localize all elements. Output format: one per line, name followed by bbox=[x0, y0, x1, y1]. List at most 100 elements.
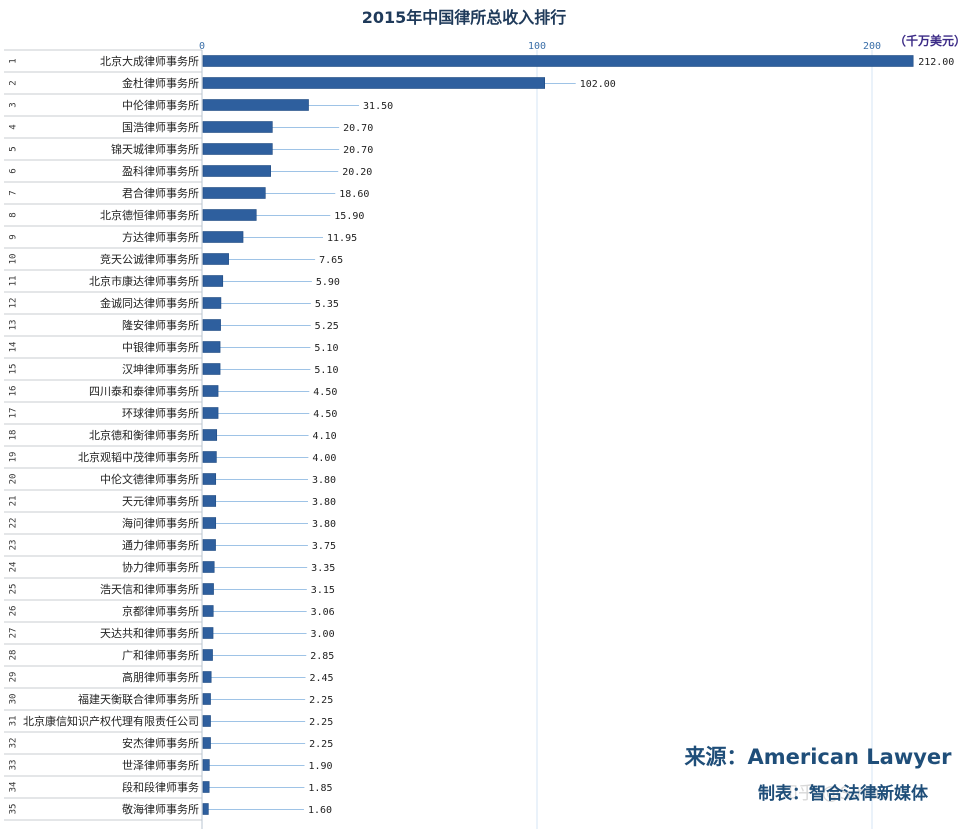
bar bbox=[202, 451, 217, 463]
bar bbox=[202, 143, 273, 155]
data-label: 20.70 bbox=[343, 123, 373, 134]
rank-label: 23 bbox=[9, 540, 19, 551]
unit-label: （千万美元） bbox=[894, 33, 966, 48]
data-label: 5.90 bbox=[316, 277, 340, 288]
rank-label: 10 bbox=[9, 254, 19, 265]
data-label: 2.45 bbox=[310, 673, 334, 684]
x-tick-label: 100 bbox=[528, 41, 546, 52]
category-label: 浩天信和律师事务所 bbox=[100, 583, 199, 596]
bar bbox=[202, 539, 216, 551]
category-label: 中伦律师事务所 bbox=[122, 98, 199, 112]
rank-label: 8 bbox=[9, 212, 19, 217]
rank-label: 7 bbox=[9, 190, 19, 195]
bar bbox=[202, 605, 214, 617]
category-label: 高朋律师事务所 bbox=[122, 670, 199, 684]
gridlines bbox=[4, 49, 873, 829]
category-label: 君合律师事务所 bbox=[122, 186, 199, 200]
bar bbox=[202, 231, 244, 243]
category-label: 京都律师事务所 bbox=[122, 604, 199, 618]
bar bbox=[202, 737, 211, 749]
rank-label: 21 bbox=[9, 496, 19, 507]
bar bbox=[202, 341, 221, 353]
category-label: 金诚同达律师事务所 bbox=[100, 296, 199, 310]
rank-label: 27 bbox=[9, 628, 19, 639]
rank-label: 17 bbox=[9, 408, 19, 419]
data-label: 3.80 bbox=[312, 497, 336, 508]
bar bbox=[202, 319, 221, 331]
bar bbox=[202, 495, 217, 507]
category-label: 中伦文德律师事务所 bbox=[100, 472, 199, 486]
data-label: 3.75 bbox=[312, 541, 336, 552]
rank-label: 19 bbox=[9, 452, 19, 463]
rank-label: 29 bbox=[9, 672, 19, 683]
rank-label: 3 bbox=[9, 102, 19, 107]
data-label: 3.35 bbox=[311, 563, 335, 574]
data-label: 1.90 bbox=[309, 761, 333, 772]
data-label: 5.25 bbox=[315, 321, 339, 332]
rank-label: 33 bbox=[9, 760, 19, 771]
category-label: 环球律师事务所 bbox=[122, 406, 199, 420]
data-label: 3.15 bbox=[311, 585, 335, 596]
bar bbox=[202, 121, 273, 133]
category-label: 安杰律师事务所 bbox=[122, 736, 199, 750]
made-by-note: 制表：智合法律新媒体 bbox=[758, 783, 929, 804]
category-label: 敬海律师事务所 bbox=[122, 802, 199, 816]
bar bbox=[202, 429, 218, 441]
data-label: 15.90 bbox=[334, 211, 364, 222]
rank-label: 4 bbox=[9, 124, 19, 129]
bar bbox=[202, 759, 210, 771]
bar bbox=[202, 253, 229, 265]
category-label: 福建天衡联合律师事务所 bbox=[78, 692, 199, 706]
category-label: 盈科律师事务所 bbox=[122, 164, 199, 178]
chart-title: 2015年中国律所总收入排行 bbox=[362, 8, 567, 27]
data-label: 1.85 bbox=[308, 783, 332, 794]
data-label: 4.50 bbox=[313, 409, 337, 420]
rank-label: 5 bbox=[9, 146, 19, 151]
rank-label: 16 bbox=[9, 386, 19, 397]
category-label: 四川泰和泰律师事务所 bbox=[89, 384, 199, 398]
bar bbox=[202, 275, 224, 287]
rank-label: 30 bbox=[9, 694, 19, 705]
bar bbox=[202, 583, 214, 595]
data-label: 5.10 bbox=[314, 365, 338, 376]
bar bbox=[202, 209, 257, 221]
data-label: 4.10 bbox=[313, 431, 337, 442]
rank-label: 11 bbox=[9, 276, 19, 287]
rank-label: 31 bbox=[9, 716, 19, 727]
data-label: 3.00 bbox=[311, 629, 335, 640]
bar bbox=[202, 649, 213, 661]
bar bbox=[202, 671, 212, 683]
category-label: 协力律师事务所 bbox=[122, 560, 199, 574]
data-label: 2.25 bbox=[309, 739, 333, 750]
watermark: 知乎 @Sirius bbox=[780, 783, 889, 804]
bar bbox=[202, 627, 214, 639]
category-label: 海问律师事务所 bbox=[122, 516, 199, 530]
rank-label: 12 bbox=[9, 298, 19, 309]
data-label: 212.00 bbox=[918, 57, 954, 68]
bar bbox=[202, 363, 221, 375]
rank-label: 26 bbox=[9, 606, 19, 617]
rank-label: 25 bbox=[9, 584, 19, 595]
rank-label: 2 bbox=[9, 80, 19, 85]
category-label: 北京康信知识产权代理有限责任公司 bbox=[23, 714, 199, 728]
category-label: 北京德和衡律师事务所 bbox=[89, 428, 199, 442]
rank-label: 35 bbox=[9, 804, 19, 815]
category-label: 锦天城律师事务所 bbox=[111, 142, 199, 156]
bar bbox=[202, 693, 211, 705]
x-tick-label: 0 bbox=[199, 41, 205, 52]
bar bbox=[202, 715, 211, 727]
rank-label: 18 bbox=[9, 430, 19, 441]
bar bbox=[202, 99, 309, 111]
data-label: 2.25 bbox=[309, 717, 333, 728]
bar bbox=[202, 407, 219, 419]
rank-label: 28 bbox=[9, 650, 19, 661]
x-axis-ticks: 0 100 200 bbox=[199, 41, 881, 52]
bar-rows: 1 北京大成律师事务所 212.00 2 金杜律师事务所 102.00 3 中伦律师事务所 31… bbox=[9, 54, 955, 816]
category-label: 段和段律师事务 bbox=[122, 780, 199, 794]
data-label: 3.06 bbox=[311, 607, 335, 618]
rank-label: 34 bbox=[9, 782, 19, 793]
rank-label: 15 bbox=[9, 364, 19, 375]
bar bbox=[202, 165, 271, 177]
rank-label: 9 bbox=[9, 234, 19, 239]
data-label: 31.50 bbox=[363, 101, 393, 112]
